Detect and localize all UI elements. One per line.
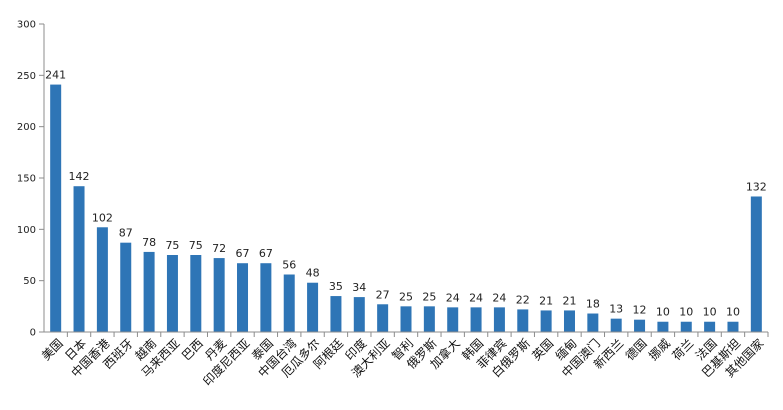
x-category-label: 挪威 <box>646 336 673 363</box>
data-label: 22 <box>516 293 530 306</box>
data-label: 24 <box>446 291 460 304</box>
data-label: 67 <box>236 247 250 260</box>
bar <box>470 307 482 332</box>
bar <box>283 274 295 332</box>
data-label: 24 <box>469 291 483 304</box>
data-label: 24 <box>492 291 506 304</box>
bar <box>657 321 669 332</box>
y-tick-label: 50 <box>23 276 36 287</box>
data-label: 18 <box>586 298 600 311</box>
data-label: 35 <box>329 280 343 293</box>
bar <box>540 310 552 332</box>
data-label: 48 <box>306 267 320 280</box>
bar <box>330 296 342 332</box>
bar <box>447 307 459 332</box>
data-label: 10 <box>679 306 693 319</box>
data-label: 132 <box>746 180 767 193</box>
bar <box>260 263 272 332</box>
data-label: 25 <box>422 290 436 303</box>
bar <box>96 227 108 332</box>
bar <box>120 242 132 332</box>
y-tick-label: 150 <box>17 174 36 185</box>
data-label: 13 <box>609 303 623 316</box>
bar <box>727 321 739 332</box>
data-label: 75 <box>165 239 179 252</box>
bar <box>750 196 762 332</box>
data-label: 34 <box>352 281 366 294</box>
bar <box>400 306 412 332</box>
data-label: 102 <box>92 211 113 224</box>
data-label: 27 <box>376 288 390 301</box>
x-category-label: 巴西 <box>179 336 206 363</box>
data-label: 10 <box>726 306 740 319</box>
data-label: 241 <box>45 69 66 82</box>
data-label: 78 <box>142 236 156 249</box>
bar <box>307 282 319 332</box>
bar <box>377 304 389 332</box>
data-label: 10 <box>656 306 670 319</box>
data-label: 87 <box>119 227 133 240</box>
bar <box>634 319 646 332</box>
bar <box>73 186 85 332</box>
bar <box>353 297 365 332</box>
y-tick-label: 200 <box>17 122 36 133</box>
data-label: 72 <box>212 242 226 255</box>
data-label: 10 <box>703 306 717 319</box>
bar <box>50 84 62 332</box>
data-label: 25 <box>399 290 413 303</box>
y-axis: 0 50 100 150 200 250 300 <box>17 20 45 339</box>
y-tick-label: 100 <box>17 225 36 236</box>
y-tick-label: 0 <box>30 328 36 339</box>
x-category-label: 荷兰 <box>669 336 696 363</box>
data-label: 67 <box>259 247 273 260</box>
x-axis: 美国日本中国香港西班牙越南马来西亚巴西丹麦印度尼西亚泰国中国台湾厄瓜多尔阿根廷印… <box>39 331 769 389</box>
y-tick-label: 300 <box>17 20 36 31</box>
bar <box>237 263 249 332</box>
bar <box>493 307 505 332</box>
data-label: 12 <box>633 304 647 317</box>
data-label: 56 <box>282 259 296 272</box>
data-labels: 241 142 102 87 78 75 75 72 67 67 56 48 35 34 27 25 25 24 2… <box>45 69 767 319</box>
x-category-label: 英国 <box>529 336 556 363</box>
bars <box>50 84 762 332</box>
data-label: 142 <box>69 170 90 183</box>
data-label: 21 <box>539 294 553 307</box>
x-category-label: 美国 <box>39 336 66 363</box>
bar <box>587 313 599 332</box>
bar <box>166 255 178 332</box>
bar <box>563 310 575 332</box>
bar <box>704 321 716 332</box>
bar <box>213 258 225 332</box>
data-label: 75 <box>189 239 203 252</box>
bar <box>517 309 529 332</box>
bar <box>190 255 202 332</box>
bar <box>423 306 435 332</box>
x-category-label: 德国 <box>622 336 650 364</box>
y-tick-label: 250 <box>17 71 36 82</box>
bar <box>143 251 155 332</box>
data-label: 21 <box>562 294 576 307</box>
bar <box>680 321 692 332</box>
bar <box>610 318 622 332</box>
